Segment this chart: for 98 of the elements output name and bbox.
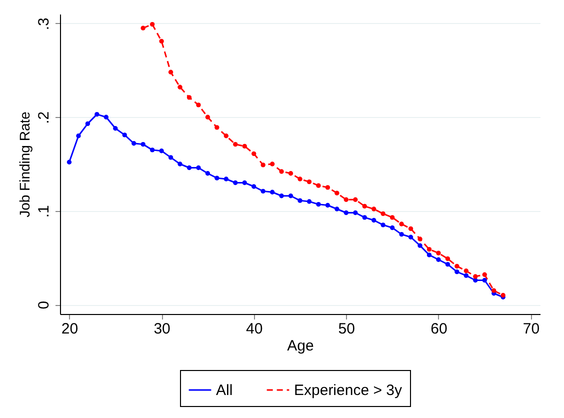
point xyxy=(426,246,432,252)
point xyxy=(196,102,201,108)
point xyxy=(362,215,367,220)
point xyxy=(298,198,302,203)
point xyxy=(436,257,441,262)
point xyxy=(159,148,164,154)
point xyxy=(445,256,450,262)
x-tick-label: 60 xyxy=(430,320,448,338)
point xyxy=(464,273,468,278)
point xyxy=(76,134,81,138)
y-tick-label: 0 xyxy=(36,300,52,310)
point xyxy=(482,278,487,283)
point xyxy=(94,112,100,117)
point xyxy=(344,197,348,202)
point xyxy=(104,114,108,120)
point xyxy=(380,211,386,216)
point xyxy=(132,141,136,146)
x-tick-label: 40 xyxy=(246,320,263,338)
point xyxy=(344,210,348,216)
point xyxy=(122,132,127,138)
point xyxy=(279,169,284,174)
point xyxy=(168,70,174,74)
point xyxy=(224,134,228,138)
point xyxy=(372,218,376,223)
point xyxy=(298,176,302,182)
legend-label: Experience > 3y xyxy=(294,382,402,399)
y-tick-label: .1 xyxy=(36,205,52,218)
point xyxy=(426,252,432,258)
point xyxy=(260,162,266,168)
point xyxy=(233,180,238,186)
x-tick-label: 30 xyxy=(154,320,170,338)
point xyxy=(390,215,395,220)
point xyxy=(316,202,321,207)
point xyxy=(288,171,294,176)
point xyxy=(399,222,404,226)
point xyxy=(270,190,275,194)
point xyxy=(186,165,192,170)
point xyxy=(306,179,312,184)
point xyxy=(233,142,238,147)
point xyxy=(408,226,414,232)
point xyxy=(224,176,228,182)
point xyxy=(473,274,478,279)
point xyxy=(214,125,220,130)
point xyxy=(316,183,321,188)
x-tick-label: 70 xyxy=(522,320,540,338)
y-tick-label: .3 xyxy=(36,18,52,30)
point xyxy=(140,142,146,147)
point xyxy=(288,194,294,198)
point xyxy=(353,210,358,216)
point xyxy=(334,206,340,212)
point xyxy=(214,176,220,180)
point xyxy=(279,194,284,198)
point xyxy=(260,188,266,194)
point xyxy=(242,144,247,149)
point xyxy=(150,22,155,27)
point xyxy=(334,190,340,196)
point xyxy=(205,114,210,120)
point xyxy=(159,38,164,44)
point xyxy=(408,234,414,240)
point xyxy=(454,269,460,274)
point xyxy=(362,204,367,209)
legend-label: All xyxy=(216,382,233,399)
point xyxy=(372,206,376,212)
point xyxy=(178,162,182,166)
point xyxy=(85,121,90,126)
point xyxy=(418,243,422,248)
point xyxy=(325,185,330,190)
point xyxy=(140,26,146,30)
x-tick-label: 20 xyxy=(61,320,78,338)
point xyxy=(168,155,174,160)
point xyxy=(380,222,386,228)
point xyxy=(252,151,256,156)
point xyxy=(390,225,395,230)
point xyxy=(150,148,155,152)
x-axis-title: Age xyxy=(287,338,314,354)
point xyxy=(270,162,275,166)
x-tick-label: 50 xyxy=(338,320,355,338)
point xyxy=(445,262,450,267)
point xyxy=(482,272,487,277)
point xyxy=(418,236,422,242)
point xyxy=(196,165,201,170)
point xyxy=(205,171,210,176)
point xyxy=(436,250,441,256)
y-axis-title: Job Finding Rate xyxy=(16,111,32,218)
y-tick-label: .2 xyxy=(36,111,52,124)
point xyxy=(186,95,192,100)
point xyxy=(252,184,256,189)
point xyxy=(353,197,358,202)
point xyxy=(399,232,404,237)
point xyxy=(178,84,182,90)
point xyxy=(66,160,72,164)
point xyxy=(325,202,330,208)
point xyxy=(306,199,312,204)
point xyxy=(454,264,460,269)
point xyxy=(492,288,496,293)
point xyxy=(113,126,118,131)
point xyxy=(242,180,247,186)
point xyxy=(464,268,468,274)
